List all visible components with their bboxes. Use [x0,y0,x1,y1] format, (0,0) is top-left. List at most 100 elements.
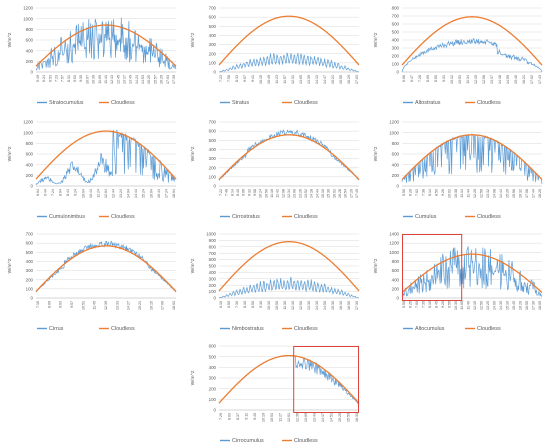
series-line-cloudless [218,15,360,66]
y-tick-label: 0 [214,296,217,301]
x-tick-label: 18:20 [538,189,542,198]
y-tick-label: 200 [26,277,34,282]
series-line-measured [401,38,543,73]
y-tick-label: 200 [26,173,34,178]
x-tick-label: 8:31 [67,75,71,82]
y-tick-label: 300 [209,276,217,281]
x-tick-label: 7:38 [421,189,425,196]
x-tick-label: 13:39 [307,75,311,84]
x-tick-label: 17:43 [538,75,542,84]
chart-panel-cumulus: 0 200 400 600 800 1000 1200 W/m^2 5:50 6:26 7:02 7:… [368,116,546,222]
y-tick-label: 900 [209,238,217,243]
y-tick-label: 200 [26,59,34,64]
x-tick-label: 7:02 [415,189,419,196]
legend-label-measured: Stratus [232,100,249,106]
y-tick-label: 1200 [389,120,399,125]
x-tick-label: 14:44 [499,189,503,198]
series-line-measured [218,355,360,405]
y-tick-label: 800 [392,259,400,264]
y-tick-label: 500 [392,30,400,35]
x-tick-label: 6:10 [219,301,223,308]
y-tick-label: 700 [26,232,34,237]
x-tick-label: 10:19 [261,413,265,422]
x-tick-label: 10:10 [267,301,271,310]
x-tick-label: 8:09 [426,75,430,82]
x-tick-label: 18:05 [538,301,542,310]
y-tick-label: 1000 [389,250,399,255]
x-tick-label: 17:02 [530,75,534,84]
series-line-measured [218,52,360,73]
y-tick-label: 600 [392,152,400,157]
x-tick-label: 7:23 [54,75,58,82]
x-tick-label: 12:13 [110,75,114,84]
x-tick-label: 11:44 [467,189,471,198]
x-tick-label: 17:39 [172,75,176,84]
chart-panel-altocumulus: 0 200 400 600 800 1000 1200 1400 W/m^2 5:50 6:25 7:… [368,228,546,334]
x-tick-label: 15:25 [338,413,342,422]
x-tick-label: 6:26 [408,189,412,196]
series-line-measured [218,129,360,181]
x-tick-label: 17:09 [161,301,165,310]
x-tick-label: 9:55 [447,301,451,308]
y-tick-label: 1000 [23,16,33,21]
x-tick-label: 14:35 [499,301,503,310]
x-tick-label: 9:20 [441,301,445,308]
series-line-cloudless [35,245,177,292]
x-tick-label: 7:35 [421,301,425,308]
x-tick-label: 8:10 [428,301,432,308]
legend-label-cloudless: Cloudless [111,214,135,220]
x-tick-label: 12:45 [116,75,120,84]
y-tick-label: 1200 [23,120,33,125]
legend-label-cloudless: Cloudless [477,100,501,106]
x-tick-label: 13:05 [299,75,303,84]
y-tick-label: 0 [397,184,400,189]
x-tick-label: 12:31 [291,75,295,84]
y-tick-label: 1000 [206,232,216,237]
x-tick-label: 12:50 [480,301,484,310]
x-tick-label: 7:28 [418,75,422,82]
x-tick-label: 12:15 [473,301,477,310]
x-tick-label: 14:10 [315,301,319,310]
highlight-box [293,346,359,413]
series-line-cloudless [35,130,177,180]
x-tick-label: 7:23 [219,75,223,82]
x-tick-label: 16:02 [332,189,336,198]
x-tick-label: 15:45 [512,301,516,310]
x-tick-label: 8:09 [47,301,51,308]
x-tick-label: 11:30 [283,301,287,310]
y-axis-label: W/m^2 [7,258,13,273]
legend-label-cloudless: Cloudless [477,326,501,332]
x-tick-label: 13:52 [304,189,308,198]
y-tick-label: 400 [209,270,217,275]
x-tick-label: 14:21 [135,75,139,84]
x-tick-label: 10:39 [92,75,96,84]
legend-label-cloudless: Cloudless [294,326,318,332]
y-tick-label: 0 [31,296,34,301]
x-tick-label: 8:45 [434,301,438,308]
x-tick-label: 9:35 [79,75,83,82]
x-tick-label: 14:18 [310,189,314,198]
x-tick-label: 13:43 [312,413,316,422]
x-tick-label: 9:03 [73,75,77,82]
x-tick-label: 16:20 [519,301,523,310]
x-tick-label: 13:09 [304,413,308,422]
x-tick-label: 11:27 [278,413,282,422]
x-tick-label: 8:14 [230,189,234,196]
x-tick-label: 12:20 [473,189,477,198]
y-tick-label: 500 [209,264,217,269]
legend-label-measured: Altostratus [415,100,441,106]
x-tick-label: 8:04 [59,189,63,196]
x-tick-label: 15:10 [506,301,510,310]
x-tick-label: 14:17 [321,413,325,422]
legend: Cumulus Cloudless [403,214,501,220]
x-tick-label: 6:53 [48,75,52,82]
x-tick-label: 7:48 [225,189,229,196]
x-tick-label: 9:26 [441,189,445,196]
x-tick-label: 16:33 [355,413,359,422]
x-tick-label: 14:00 [493,301,497,310]
y-tick-label: 400 [392,277,400,282]
legend-label-cloudless: Cloudless [294,214,318,220]
x-tick-label: 16:32 [519,189,523,198]
x-tick-label: 14:59 [506,75,510,84]
x-tick-label: 15:25 [147,75,151,84]
